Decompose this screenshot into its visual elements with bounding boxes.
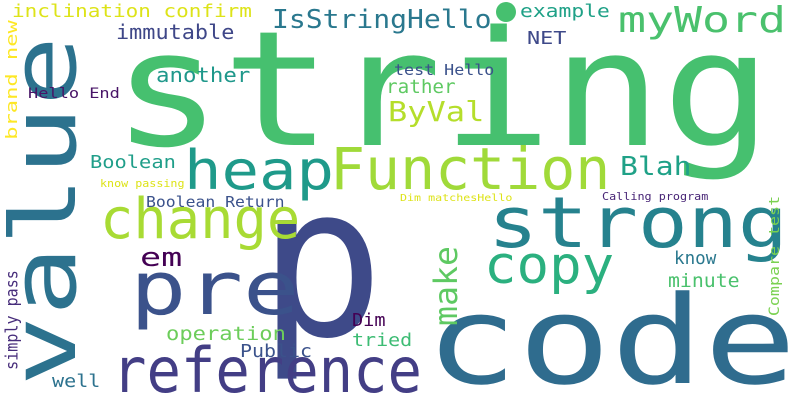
word-myword: myWord — [618, 0, 787, 41]
word-minute: minute — [668, 270, 740, 292]
word-code: code — [425, 270, 797, 400]
word-blah: Blah — [620, 152, 692, 182]
word-net: NET — [527, 28, 567, 49]
word-dim-matcheshello: Dim matchesHello — [400, 193, 513, 204]
word-simply-pass: simply pass — [2, 270, 22, 370]
word-dim: Dim — [352, 310, 386, 331]
word-know-passing: know passing — [100, 177, 185, 190]
word-tried: tried — [352, 330, 413, 351]
word-boolean-return: Boolean Return — [146, 193, 285, 211]
word-p: p — [258, 140, 385, 385]
word-public: Public — [240, 341, 313, 362]
word-pre: pre — [130, 246, 300, 332]
word-rather: rather — [386, 76, 456, 98]
word-byval: ByVal — [388, 95, 485, 128]
word-operation: operation — [166, 323, 286, 345]
word-calling-program: Calling program — [602, 190, 709, 203]
word-strong: strong — [488, 182, 788, 264]
word-heap: heap — [184, 139, 335, 202]
word-reference: reference — [112, 334, 422, 400]
word-em: em — [140, 243, 183, 273]
word-compare-test: Compare test — [767, 195, 783, 317]
word-isstringhello: IsStringHello — [272, 5, 492, 35]
word-make: make — [427, 245, 465, 327]
word-example: example — [520, 1, 610, 22]
word-change: change — [100, 187, 301, 252]
word-brand-new: brand new — [2, 20, 21, 140]
word-string: string — [112, 0, 772, 183]
word-copy: copy — [484, 236, 615, 296]
word-boolean: Boolean — [90, 152, 176, 173]
word-know: know — [674, 248, 717, 269]
word-well: well — [52, 371, 101, 392]
word-inclination-confirm: inclination confirm — [12, 1, 252, 22]
word-hello-end: Hello End — [28, 86, 120, 102]
word-test-hello: test Hello — [394, 61, 495, 79]
word-function: Function — [330, 135, 611, 203]
word-immutable: immutable — [116, 20, 235, 44]
word-another: another — [156, 63, 251, 87]
green-dot — [496, 2, 516, 22]
